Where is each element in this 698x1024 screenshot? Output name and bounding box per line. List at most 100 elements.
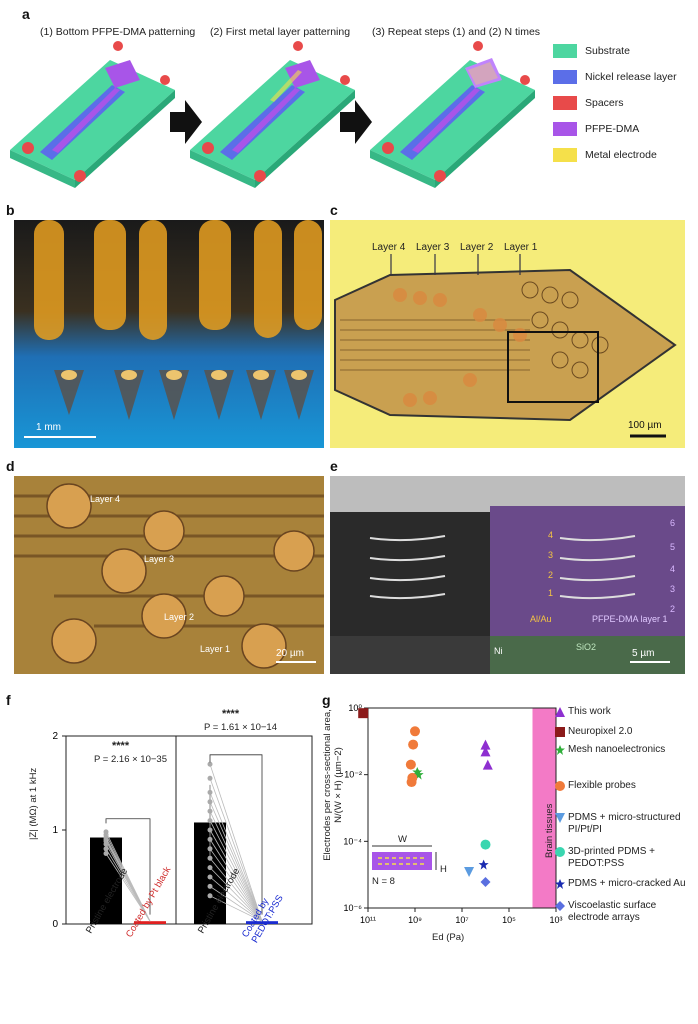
f-pair-line bbox=[209, 811, 263, 922]
e-left-4: 4 bbox=[548, 530, 554, 540]
f-point bbox=[207, 846, 213, 852]
arrow-2-icon bbox=[340, 100, 372, 144]
g-xtick-label: 10¹¹ bbox=[360, 915, 376, 925]
e-ni-label: Ni bbox=[494, 646, 503, 656]
g-legend-item: This work bbox=[555, 706, 696, 718]
g-legend-marker bbox=[555, 901, 565, 911]
layers-micrograph: Layer 4 Layer 3 Layer 2 Layer 1 100 µm bbox=[330, 220, 685, 448]
fabrication-diagram bbox=[10, 41, 535, 188]
f-point bbox=[207, 883, 213, 889]
f-point bbox=[103, 841, 109, 847]
g-legend-marker bbox=[555, 727, 565, 737]
f-pair-line bbox=[209, 792, 263, 922]
g-ytick-label: 10⁻² bbox=[344, 770, 362, 780]
f-ytick-label: 0 bbox=[52, 919, 58, 930]
g-point bbox=[412, 767, 423, 778]
density-chart: 10¹¹ 10⁹ 10⁷ 10⁵ 10³ 10⁰ 10⁻² 10⁻⁴ 10⁻⁶ bbox=[343, 703, 562, 925]
legend-metal: Metal electrode bbox=[553, 148, 657, 162]
g-legend-marker bbox=[555, 879, 565, 889]
g-xlabel: Ed (Pa) bbox=[432, 932, 465, 943]
g-point bbox=[480, 839, 491, 850]
impedance-chart: 0 1 2 bbox=[52, 731, 313, 930]
panel-g-label: g bbox=[322, 692, 331, 708]
e-right-6: 6 bbox=[670, 518, 676, 528]
f-pair-line bbox=[209, 778, 263, 922]
e-layer-label: PFPE-DMA layer 1 bbox=[592, 614, 668, 624]
f-point bbox=[207, 808, 213, 814]
f-sig-right: **** bbox=[222, 708, 240, 720]
g-legend-label: PDMS + micro-structured PI/Pt/PI bbox=[568, 812, 681, 835]
f-pair-line bbox=[105, 837, 151, 922]
g-inset-h: H bbox=[440, 864, 447, 875]
g-legend-marker bbox=[555, 813, 565, 823]
g-xtick-label: 10³ bbox=[549, 915, 562, 925]
f-point bbox=[207, 827, 213, 833]
g-point bbox=[413, 769, 424, 780]
c-layer-1: Layer 1 bbox=[504, 242, 538, 253]
e-metal-label: Al/Au bbox=[530, 614, 552, 624]
g-ytick-label: 10⁻⁴ bbox=[343, 836, 362, 846]
f-point bbox=[207, 761, 213, 767]
f-bracket bbox=[105, 818, 151, 915]
c-layer-3: Layer 3 bbox=[416, 242, 450, 253]
g-xtick-label: 10⁹ bbox=[408, 915, 422, 925]
panel-c-scale: 100 µm bbox=[628, 420, 662, 431]
g-ytick-label: 10⁰ bbox=[348, 703, 362, 713]
step-2-diagram bbox=[190, 41, 355, 188]
g-point bbox=[480, 739, 491, 750]
f-pair-line bbox=[209, 839, 263, 922]
g-point bbox=[408, 739, 419, 750]
g-point bbox=[480, 746, 491, 757]
legend-nickel: Nickel release layer bbox=[553, 70, 677, 84]
legend-substrate: Substrate bbox=[553, 44, 630, 58]
e-right-4: 4 bbox=[670, 564, 676, 574]
g-legend-label: Viscoelastic surface electrode arrays bbox=[568, 900, 657, 923]
f-ylabel: |Z| (MΩ) at 1 kHz bbox=[28, 767, 39, 840]
panel-a-label: a bbox=[22, 6, 30, 22]
f-pair-line bbox=[209, 895, 263, 922]
g-legend-item: Neuropixel 2.0 bbox=[555, 726, 696, 738]
g-legend-label: Mesh nanoelectronics bbox=[568, 744, 666, 755]
f-point bbox=[103, 846, 109, 852]
probe-photo: 1 mm bbox=[14, 220, 324, 448]
g-legend-marker bbox=[555, 707, 565, 717]
f-pair-line bbox=[209, 764, 263, 922]
f-pair-line bbox=[209, 820, 263, 922]
f-p-left: P = 2.16 × 10−35 bbox=[94, 754, 167, 765]
g-point bbox=[410, 726, 420, 737]
g-point bbox=[482, 759, 493, 770]
g-point bbox=[480, 877, 491, 888]
f-point bbox=[207, 893, 213, 899]
f-point bbox=[207, 775, 213, 781]
panel-c-label: c bbox=[330, 202, 338, 218]
e-right-2: 2 bbox=[670, 604, 676, 614]
electrode-micrograph: Layer 4 Layer 3 Layer 2 Layer 1 20 µm bbox=[14, 476, 324, 674]
f-pair-line bbox=[209, 848, 263, 922]
e-left-3: 3 bbox=[548, 550, 554, 560]
g-legend-item: PDMS + micro-structured PI/Pt/PI bbox=[555, 812, 696, 836]
g-point bbox=[358, 708, 369, 719]
f-pair-line bbox=[209, 801, 263, 922]
g-legend-item: Mesh nanoelectronics bbox=[555, 744, 696, 756]
f-point bbox=[207, 836, 213, 842]
g-legend-marker bbox=[555, 847, 565, 857]
arrow-1-icon bbox=[170, 100, 202, 144]
d-layer-3: Layer 3 bbox=[144, 554, 175, 564]
f-pair-line bbox=[209, 857, 263, 922]
panel-b-scale: 1 mm bbox=[36, 422, 61, 433]
f-pair-line bbox=[209, 886, 263, 922]
g-legend-item: 3D-printed PDMS + PEDOT:PSS bbox=[555, 846, 696, 870]
panel-d-scale: 20 µm bbox=[276, 648, 304, 659]
f-bar bbox=[134, 921, 166, 924]
panel-d-label: d bbox=[6, 458, 15, 474]
g-legend-item: Viscoelastic surface electrode arrays bbox=[555, 900, 696, 924]
step-2-label: (2) First metal layer patterning bbox=[210, 26, 351, 38]
legend-pfpe: PFPE-DMA bbox=[553, 122, 639, 136]
g-legend-marker bbox=[555, 781, 565, 791]
g-point bbox=[464, 867, 475, 878]
g-point bbox=[405, 759, 416, 770]
g-point bbox=[478, 859, 489, 870]
g-inset-n: N = 8 bbox=[372, 876, 395, 887]
g-legend-label: Neuropixel 2.0 bbox=[568, 726, 633, 737]
g-inset-w: W bbox=[398, 834, 407, 845]
